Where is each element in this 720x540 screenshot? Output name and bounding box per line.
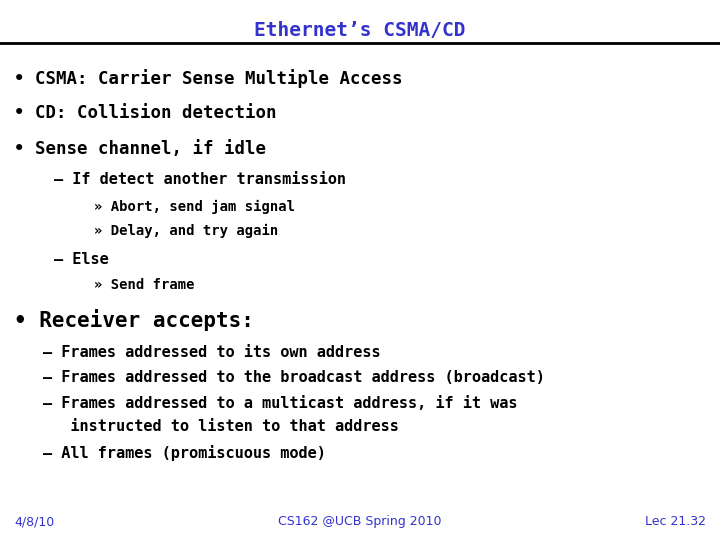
Text: instructed to listen to that address: instructed to listen to that address [43, 419, 399, 434]
Text: – All frames (promiscuous mode): – All frames (promiscuous mode) [43, 444, 326, 461]
Text: – Else: – Else [54, 252, 109, 267]
Text: 4/8/10: 4/8/10 [14, 515, 55, 528]
Text: • CSMA: Carrier Sense Multiple Access: • CSMA: Carrier Sense Multiple Access [14, 69, 403, 88]
Text: Lec 21.32: Lec 21.32 [644, 515, 706, 528]
Text: – Frames addressed to the broadcast address (broadcast): – Frames addressed to the broadcast addr… [43, 370, 545, 386]
Text: » Delay, and try again: » Delay, and try again [94, 224, 278, 238]
Text: • CD: Collision detection: • CD: Collision detection [14, 104, 277, 123]
Text: Ethernet’s CSMA/CD: Ethernet’s CSMA/CD [254, 21, 466, 39]
Text: » Send frame: » Send frame [94, 278, 194, 292]
Text: – Frames addressed to its own address: – Frames addressed to its own address [43, 345, 381, 360]
Text: • Receiver accepts:: • Receiver accepts: [14, 309, 254, 330]
Text: – Frames addressed to a multicast address, if it was: – Frames addressed to a multicast addres… [43, 396, 518, 411]
Text: CS162 @UCB Spring 2010: CS162 @UCB Spring 2010 [278, 515, 442, 528]
Text: » Abort, send jam signal: » Abort, send jam signal [94, 200, 294, 214]
Text: – If detect another transmission: – If detect another transmission [54, 172, 346, 187]
Text: • Sense channel, if idle: • Sense channel, if idle [14, 139, 266, 158]
